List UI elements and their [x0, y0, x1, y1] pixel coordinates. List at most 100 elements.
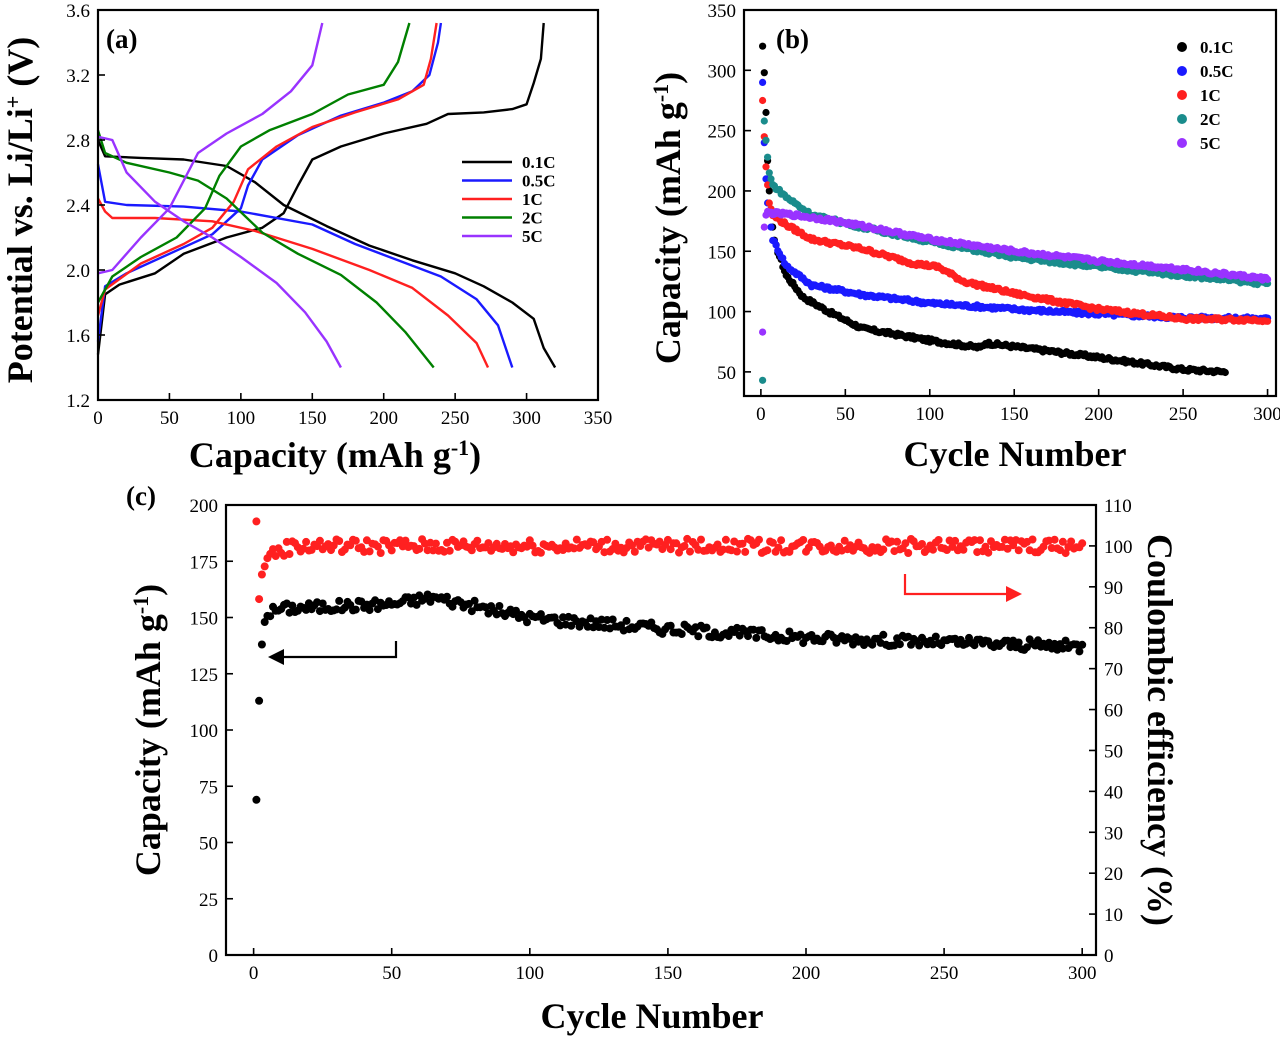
series-coulombic-efficiency-point [840, 536, 849, 545]
panel-b-y-tick-label: 100 [708, 303, 737, 324]
panel-c-x-tick-label: 200 [792, 963, 821, 984]
series-capacity-point [266, 612, 275, 621]
series-coulombic-efficiency-point [1078, 539, 1087, 548]
series-coulombic-efficiency-point [672, 539, 681, 548]
series-capacity-point [608, 615, 617, 624]
series-capacity-point [702, 623, 711, 632]
panel-c-right-y-tick-label: 50 [1104, 741, 1123, 762]
series-0.5C-charge-curve [96, 22, 443, 342]
series-coulombic-efficiency-point [431, 539, 440, 548]
series-0.1C-discharge-curve [96, 139, 557, 369]
series-2C-point [764, 153, 772, 161]
panel-b-y-tick-label: 250 [708, 122, 737, 143]
series-coulombic-efficiency-point [257, 570, 266, 579]
series-5C-point [1264, 275, 1272, 283]
legend-label-2C: 2C [1200, 110, 1221, 129]
series-coulombic-efficiency-point [666, 545, 675, 554]
series-coulombic-efficiency-point [329, 541, 338, 550]
series-coulombic-efficiency-point [252, 517, 261, 526]
series-coulombic-efficiency-point [315, 536, 324, 545]
panel-c-left-y-ticks: 0 25 50 75 100 125 150 175 200 [190, 496, 233, 967]
series-0.5C-point [759, 78, 767, 86]
series-capacity-point [694, 632, 703, 641]
series-0.1C-point [759, 42, 767, 50]
series-coulombic-efficiency-point [697, 535, 705, 544]
series-0.1C-charge-curve [96, 22, 545, 355]
series-0.5C-point [772, 241, 780, 249]
panel-a-x-axis-title: Capacity (mAh g-1) [189, 435, 481, 475]
panel-a: (a) 0 50 100 150 200 250 300 350 1.2 1.6 2.0 2.4 2.… [0, 1, 612, 475]
series-capacity-point [879, 630, 888, 639]
series-capacity-point [1061, 636, 1070, 645]
panel-a-y-tick-label: 3.6 [66, 1, 90, 22]
panel-c-x-tick-label: 100 [516, 963, 545, 984]
series-coulombic-efficiency-point [351, 536, 360, 545]
series-1C-point [762, 163, 770, 171]
series-capacity-point [744, 632, 752, 641]
series-2C-point [759, 376, 767, 384]
panel-a-label: (a) [106, 24, 137, 54]
panel-a-y-tick-label: 3.2 [66, 66, 90, 87]
panel-a-x-tick-label: 200 [369, 408, 398, 429]
series-coulombic-efficiency-point [589, 538, 598, 547]
panel-b-x-tick-label: 150 [1000, 404, 1029, 425]
panel-a-x-tick-label: 100 [227, 408, 256, 429]
panel-c-left-y-tick-label: 0 [209, 946, 219, 967]
series-0.1C-point [765, 187, 773, 195]
panel-c-left-y-tick-label: 200 [190, 496, 219, 517]
series-capacity-point [365, 606, 374, 615]
panel-c-left-y-tick-label: 25 [199, 890, 218, 911]
series-capacity-point [467, 607, 476, 616]
series-capacity-point [257, 640, 266, 649]
panel-c-x-tick-label: 250 [930, 963, 959, 984]
legend-label-1C: 1C [1200, 86, 1221, 105]
legend-marker-0.5C [1177, 66, 1187, 76]
series-coulombic-efficiency-point [768, 538, 777, 547]
legend-label-2C: 2C [522, 209, 543, 228]
panel-a-y-tick-label: 2.8 [66, 131, 90, 152]
series-coulombic-efficiency-point [302, 537, 311, 546]
series-coulombic-efficiency-point [415, 544, 424, 553]
series-capacity-point [666, 621, 675, 630]
series-0.1C-point [760, 69, 768, 77]
panel-c-right-y-axis-title: Coulombic efficiency (%) [1140, 534, 1180, 926]
series-coulombic-efficiency-point [879, 545, 888, 554]
series-capacity-point [735, 631, 744, 640]
series-capacity-point [1014, 638, 1023, 647]
series-coulombic-efficiency-point [929, 545, 937, 554]
series-coulombic-efficiency-point [387, 546, 396, 555]
series-coulombic-efficiency-point [572, 535, 581, 544]
panel-c-x-tick-label: 50 [382, 963, 401, 984]
series-capacity-point [255, 696, 264, 705]
series-coulombic-efficiency-point [738, 539, 747, 548]
panel-a-x-tick-label: 0 [93, 408, 103, 429]
legend-label-1C: 1C [522, 190, 543, 209]
series-coulombic-efficiency-point [467, 546, 476, 555]
series-coulombic-efficiency-point [376, 549, 385, 557]
panel-c-frame [224, 503, 1098, 957]
right-axis-arrow [903, 574, 1022, 602]
panel-c-x-tick-label: 150 [654, 963, 683, 984]
series-capacity-point [757, 626, 766, 635]
panel-b-x-tick-label: 100 [916, 404, 945, 425]
series-coulombic-efficiency-point [904, 549, 913, 557]
series-capacity-point [536, 610, 545, 619]
series-coulombic-efficiency-point [401, 536, 410, 545]
series-coulombic-efficiency-point [918, 540, 926, 548]
left-axis-arrow [268, 641, 398, 665]
series-2C-point [762, 136, 770, 144]
series-capacity-point [724, 632, 733, 640]
panel-a-y-axis-title: Potential vs. Li/Li+ (V) [0, 37, 40, 384]
series-5C-point [759, 328, 767, 336]
series-capacity-point [318, 599, 327, 608]
legend-label-0.5C: 0.5C [1200, 62, 1234, 81]
series-capacity-point [470, 596, 479, 605]
series-2C-point [767, 175, 775, 183]
series-coulombic-efficiency-point [934, 536, 943, 544]
panel-c-left-y-axis-title: Capacity (mAh g-1) [128, 584, 168, 876]
panel-c-right-y-tick-label: 110 [1104, 496, 1132, 517]
panel-c-x-axis-title: Cycle Number [541, 996, 764, 1036]
series-5C-charge-curve [97, 22, 324, 275]
series-coulombic-efficiency-point [719, 545, 728, 554]
panel-c-plot [252, 517, 1087, 804]
